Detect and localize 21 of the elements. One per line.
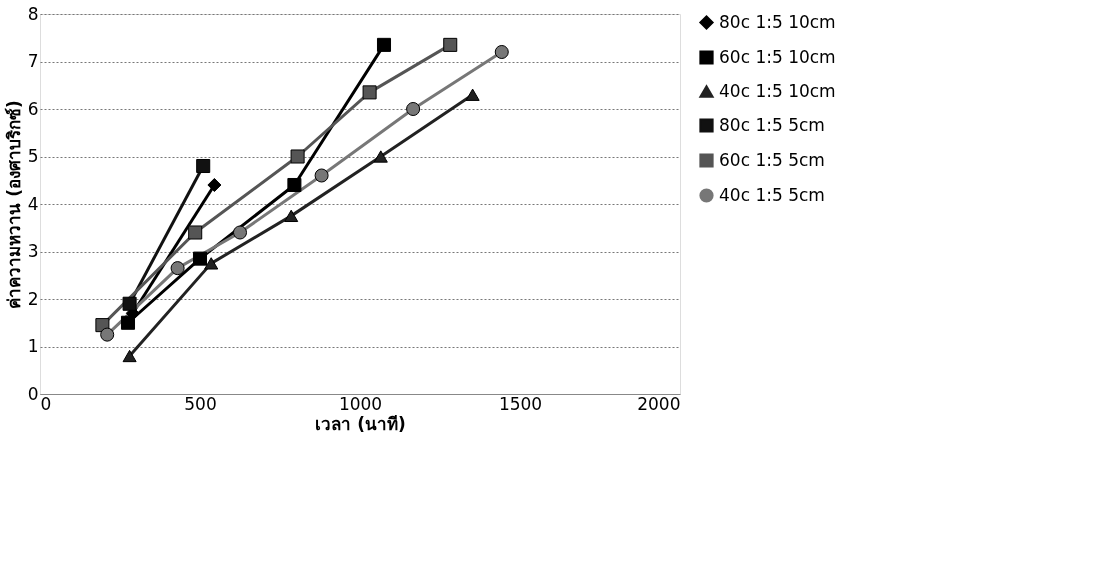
y-tick-label: 3 <box>27 241 39 261</box>
x-tick-label: 500 <box>184 393 217 414</box>
x-tick-label: 1000 <box>338 393 383 414</box>
legend-label: 40c 1:5 10cm <box>719 80 836 101</box>
y-tick-label: 7 <box>27 51 39 71</box>
y-tick-label: 2 <box>27 288 39 309</box>
y-tick-label: 1 <box>27 336 39 356</box>
y-tick-label: 4 <box>27 193 39 214</box>
x-tick-label: 2000 <box>637 393 681 414</box>
legend-label: 60c 1:5 10cm <box>719 46 836 67</box>
y-tick-label: 5 <box>27 146 39 166</box>
legend-label: 80c 1:5 10cm <box>719 11 836 32</box>
legend-label: 80c 1:5 5cm <box>719 114 825 135</box>
y-tick-label: 8 <box>27 3 39 24</box>
legend-label: 40c 1:5 5cm <box>719 184 825 205</box>
y-axis-title: ค่าความหวาน (องศาบริกซ์) <box>3 100 24 309</box>
x-tick-label: 0 <box>40 393 52 414</box>
x-tick-label: 1500 <box>498 393 543 414</box>
y-tick-label: 6 <box>27 98 39 119</box>
legend-label: 60c 1:5 5cm <box>719 149 825 170</box>
x-axis-title: เวลา (นาที) <box>315 413 406 434</box>
